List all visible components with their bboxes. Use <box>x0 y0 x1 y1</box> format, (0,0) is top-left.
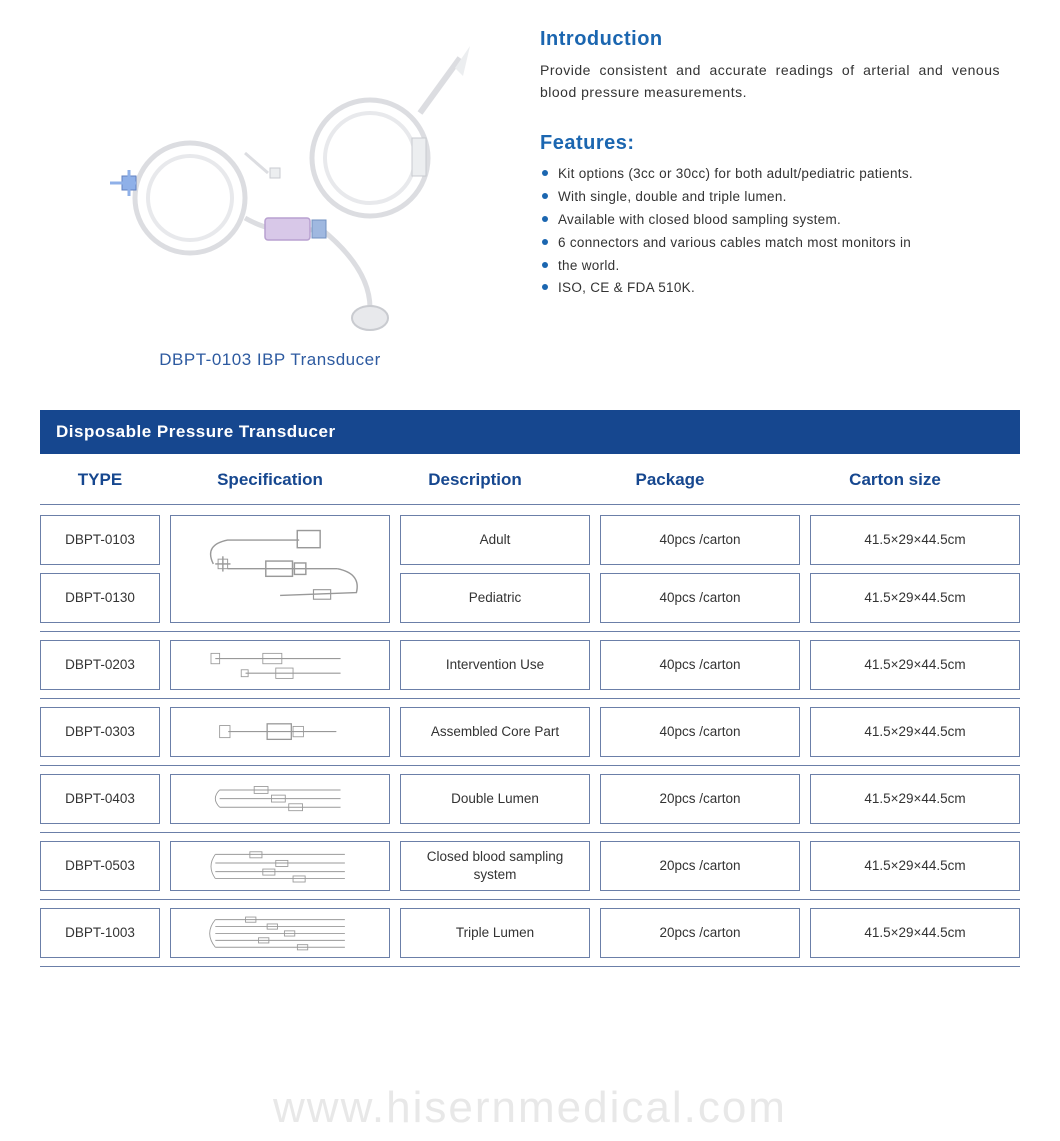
col-package: Package <box>570 464 770 496</box>
desc-cell: Triple Lumen <box>400 908 590 958</box>
divider <box>40 698 1020 699</box>
desc-cell: Closed blood sampling system <box>400 841 590 891</box>
type-cell: DBPT-0130 <box>40 573 160 623</box>
table-row: DBPT-0403 Double Lumen 20pcs /carton 41.… <box>40 774 1020 824</box>
divider <box>40 966 1020 967</box>
spec-cell <box>170 841 390 891</box>
carton-cell: 41.5×29×44.5cm <box>810 640 1020 690</box>
desc-cell: Intervention Use <box>400 640 590 690</box>
type-cell: DBPT-0103 <box>40 515 160 565</box>
carton-cell: 41.5×29×44.5cm <box>810 515 1020 565</box>
carton-cell: 41.5×29×44.5cm <box>810 573 1020 623</box>
divider <box>40 899 1020 900</box>
package-cell: 40pcs /carton <box>600 640 800 690</box>
table-row: DBPT-1003 Triple Lumen 20pcs /carton 41.… <box>40 908 1020 958</box>
feature-item: Kit options (3cc or 30cc) for both adult… <box>540 163 1000 186</box>
table-headers: TYPE Specification Description Package C… <box>40 464 1020 496</box>
type-cell: DBPT-0503 <box>40 841 160 891</box>
carton-cell: 41.5×29×44.5cm <box>810 774 1020 824</box>
feature-item: Available with closed blood sampling sys… <box>540 209 1000 232</box>
spec-cell <box>170 640 390 690</box>
product-caption: DBPT-0103 IBP Transducer <box>159 350 380 370</box>
product-image <box>70 28 470 338</box>
table-section: Disposable Pressure Transducer TYPE Spec… <box>0 380 1060 967</box>
divider <box>40 832 1020 833</box>
divider <box>40 631 1020 632</box>
col-type: TYPE <box>40 464 160 496</box>
features-list: Kit options (3cc or 30cc) for both adult… <box>540 163 1000 301</box>
type-cell: DBPT-0403 <box>40 774 160 824</box>
table-title: Disposable Pressure Transducer <box>40 410 1020 454</box>
package-cell: 40pcs /carton <box>600 573 800 623</box>
feature-item: 6 connectors and various cables match mo… <box>540 232 1000 255</box>
divider <box>40 504 1020 505</box>
table-row: DBPT-0503 Closed blood sampling system 2… <box>40 841 1020 891</box>
intro-heading: Introduction <box>540 28 1000 51</box>
feature-item: the world. <box>540 255 1000 278</box>
type-cell: DBPT-1003 <box>40 908 160 958</box>
col-description: Description <box>380 464 570 496</box>
carton-cell: 41.5×29×44.5cm <box>810 841 1020 891</box>
desc-cell: Double Lumen <box>400 774 590 824</box>
package-cell: 20pcs /carton <box>600 774 800 824</box>
text-content: Introduction Provide consistent and accu… <box>540 28 1020 370</box>
intro-text: Provide consistent and accurate readings… <box>540 59 1000 104</box>
package-cell: 20pcs /carton <box>600 908 800 958</box>
desc-cell: Assembled Core Part <box>400 707 590 757</box>
product-image-block: DBPT-0103 IBP Transducer <box>40 28 500 370</box>
features-heading: Features: <box>540 132 1000 155</box>
spec-cell <box>170 908 390 958</box>
carton-cell: 41.5×29×44.5cm <box>810 707 1020 757</box>
divider <box>40 765 1020 766</box>
table-row: DBPT-0203 Intervention Use 40pcs /carton… <box>40 640 1020 690</box>
spec-cell <box>170 515 390 623</box>
spec-cell <box>170 707 390 757</box>
col-specification: Specification <box>160 464 380 496</box>
package-cell: 20pcs /carton <box>600 841 800 891</box>
feature-item: ISO, CE & FDA 510K. <box>540 277 1000 300</box>
package-cell: 40pcs /carton <box>600 707 800 757</box>
desc-cell: Pediatric <box>400 573 590 623</box>
type-cell: DBPT-0203 <box>40 640 160 690</box>
watermark: www.hisernmedical.com <box>0 1083 1060 1133</box>
desc-cell: Adult <box>400 515 590 565</box>
col-carton: Carton size <box>770 464 1020 496</box>
carton-cell: 41.5×29×44.5cm <box>810 908 1020 958</box>
spec-cell <box>170 774 390 824</box>
type-cell: DBPT-0303 <box>40 707 160 757</box>
feature-item: With single, double and triple lumen. <box>540 186 1000 209</box>
table-row: DBPT-0303 Assembled Core Part 40pcs /car… <box>40 707 1020 757</box>
table-row-group: DBPT-0103 DBPT-0130 Adult Pediatric 40pc… <box>40 515 1020 623</box>
package-cell: 40pcs /carton <box>600 515 800 565</box>
top-section: DBPT-0103 IBP Transducer Introduction Pr… <box>0 0 1060 380</box>
